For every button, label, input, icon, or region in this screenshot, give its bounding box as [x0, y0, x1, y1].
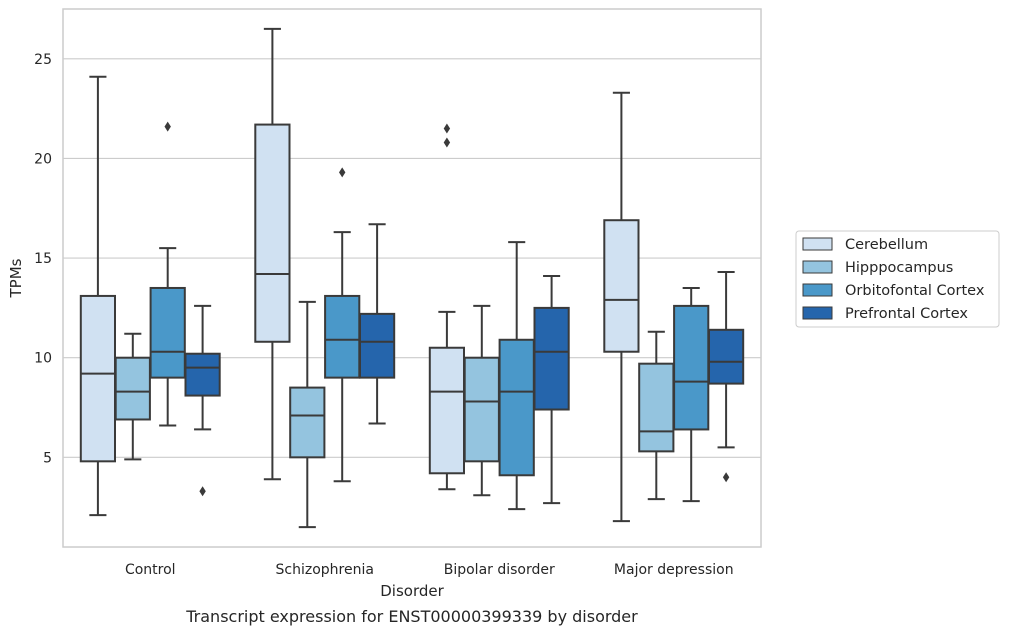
iqr-box — [149, 286, 186, 379]
iqr-box — [324, 294, 361, 379]
x-axis-ticks: Control Schizophrenia Bipolar disorder Majo… — [125, 562, 734, 578]
box-orbitofontal-cortex-1 — [324, 167, 361, 483]
box-prefrontal-cortex-3 — [707, 271, 745, 483]
box-prefrontal-cortex-2 — [533, 275, 570, 505]
iqr-box — [673, 304, 710, 431]
box-cerebellum-2 — [428, 123, 466, 491]
legend-label: Prefrontal Cortex — [845, 306, 968, 322]
box-hipppocampus-1 — [289, 300, 326, 529]
y-tick-label: 20 — [34, 151, 52, 167]
box-cerebellum-1 — [254, 27, 291, 481]
box-orbitofontal-cortex-2 — [498, 241, 535, 511]
iqr-box — [114, 356, 151, 421]
iqr-box — [498, 338, 535, 477]
legend-swatch — [802, 306, 833, 320]
legend-label: Hipppocampus — [845, 260, 953, 276]
x-tick-label: Major depression — [614, 562, 734, 578]
iqr-box — [603, 219, 640, 353]
legend: Cerebellum Hipppocampus Orbitofontal Corte… — [795, 230, 1000, 328]
x-tick-label: Schizophrenia — [276, 562, 374, 578]
iqr-box — [184, 352, 221, 397]
outlier-point — [722, 472, 730, 483]
legend-label: Cerebellum — [845, 237, 928, 253]
box-cerebellum-0 — [79, 75, 117, 517]
box-prefrontal-cortex-1 — [358, 223, 396, 425]
iqr-box — [463, 356, 500, 463]
iqr-box — [79, 294, 117, 463]
outlier-point — [339, 167, 346, 178]
y-axis-label: TPMs — [7, 258, 25, 298]
y-axis-ticks: 5 10 15 20 25 — [34, 52, 52, 467]
box-orbitofontal-cortex-0 — [149, 121, 186, 427]
x-tick-label: Control — [125, 562, 176, 578]
iqr-box — [289, 386, 326, 459]
box-hipppocampus-0 — [114, 332, 151, 461]
box-series-group — [79, 27, 745, 529]
iqr-box — [428, 346, 466, 475]
outlier-point — [199, 486, 206, 497]
box-hipppocampus-2 — [463, 304, 500, 497]
iqr-box — [358, 312, 396, 379]
iqr-box — [533, 306, 570, 411]
legend-swatch — [802, 260, 833, 274]
legend-swatch — [802, 283, 833, 297]
y-tick-label: 5 — [43, 450, 52, 466]
iqr-box — [707, 328, 745, 385]
plot-area-frame — [62, 8, 762, 548]
box-orbitofontal-cortex-3 — [673, 286, 710, 503]
y-tick-label: 15 — [34, 251, 52, 267]
outlier-point — [164, 121, 171, 132]
box-prefrontal-cortex-0 — [184, 304, 221, 497]
chart-caption: Transcript expression for ENST0000039933… — [185, 607, 638, 626]
outlier-point — [443, 123, 451, 134]
box-hipppocampus-3 — [638, 330, 675, 501]
y-tick-label: 25 — [34, 52, 52, 68]
y-tick-label: 10 — [34, 351, 52, 367]
legend-frame — [795, 230, 1000, 328]
legend-swatch — [802, 237, 833, 251]
x-axis-label: Disorder — [380, 582, 444, 600]
iqr-box — [254, 123, 291, 343]
x-tick-label: Bipolar disorder — [444, 562, 555, 578]
outlier-point — [443, 137, 451, 148]
box-cerebellum-3 — [603, 91, 640, 523]
legend-label: Orbitofontal Cortex — [845, 283, 985, 299]
iqr-box — [638, 362, 675, 453]
